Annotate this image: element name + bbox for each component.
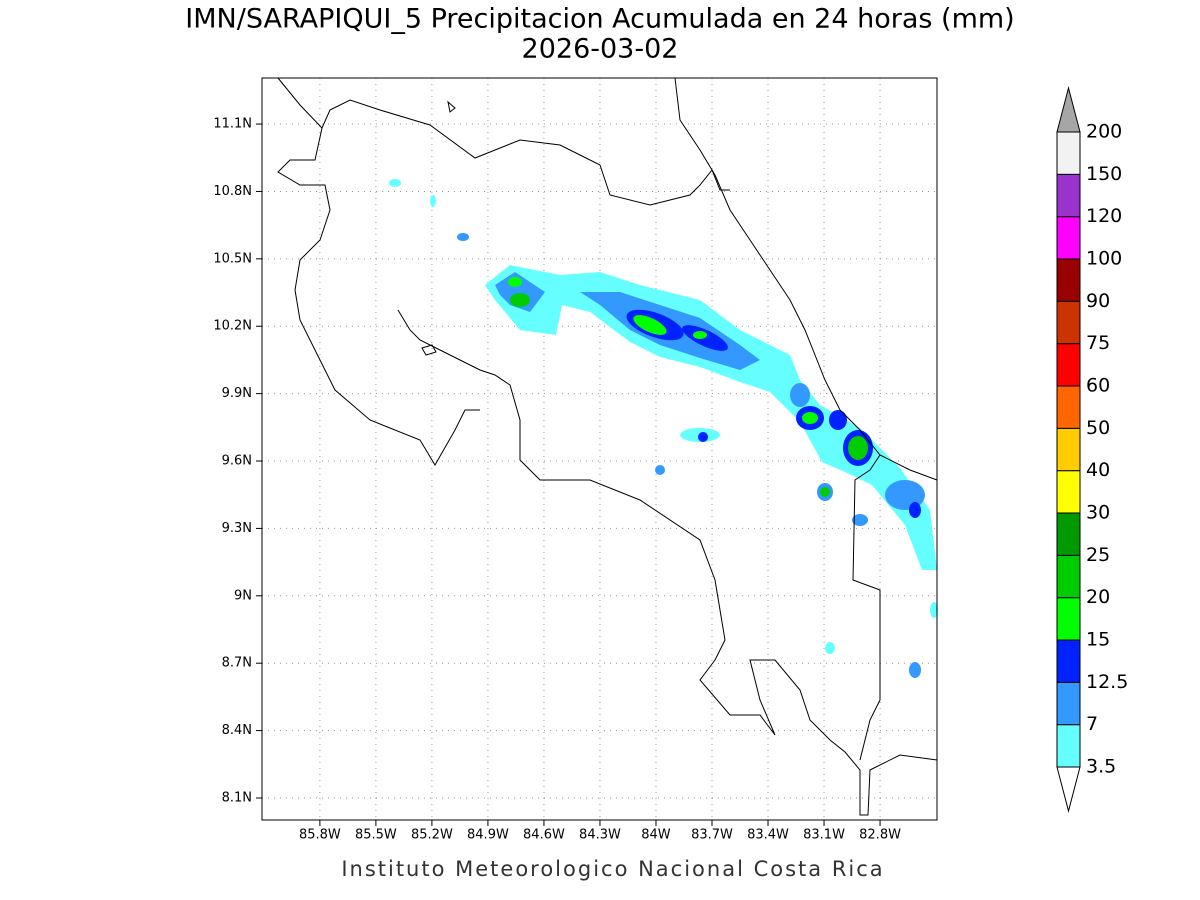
x-tick-label: 84.6W <box>523 828 565 843</box>
colorbar-box <box>1056 681 1081 726</box>
colorbar-box <box>1056 724 1081 768</box>
colorbar-label: 12.5 <box>1086 671 1128 693</box>
colorbar-label: 20 <box>1086 586 1110 608</box>
y-tick-label: 8.7N <box>222 656 252 671</box>
colorbar-box <box>1056 639 1081 683</box>
x-tick-label: 82.8W <box>859 828 901 843</box>
axes: 85.8W 85.5W 85.2W 84.9W 84.6W 84.3W 84W 83.7W 83… <box>213 117 901 843</box>
colorbar-label: 90 <box>1086 290 1110 312</box>
colorbar-label: 50 <box>1086 417 1110 439</box>
colorbar-box <box>1056 173 1081 218</box>
y-tick-label: 9N <box>234 588 252 603</box>
colorbar: 3.5 7 12.5 15 20 25 30 40 50 60 75 90 100 120 150 200 <box>1056 86 1128 813</box>
y-tick-label: 11.1N <box>213 117 252 132</box>
y-tick-label: 8.4N <box>222 723 252 738</box>
colorbar-box <box>1056 343 1081 387</box>
colorbar-label: 200 <box>1086 121 1122 143</box>
x-tick-label: 85.2W <box>411 828 453 843</box>
colorbar-box <box>1056 470 1081 514</box>
map-title: IMN/SARAPIQUI_5 Precipitacion Acumulada … <box>185 4 1014 35</box>
y-tick-label: 10.8N <box>213 184 252 199</box>
colorbar-box <box>1056 258 1081 302</box>
colorbar-box <box>1056 131 1081 175</box>
y-tick-label: 8.1N <box>222 790 252 805</box>
x-tick-label: 83.4W <box>747 828 789 843</box>
x-tick-label: 85.8W <box>299 828 341 843</box>
map-subtitle: 2026-03-02 <box>522 34 679 65</box>
colorbar-under <box>1056 766 1081 813</box>
colorbar-label: 30 <box>1086 502 1110 524</box>
colorbar-label: 25 <box>1086 544 1110 566</box>
x-tick-label: 85.5W <box>355 828 397 843</box>
x-tick-label: 84.9W <box>467 828 509 843</box>
colorbar-box <box>1056 597 1081 641</box>
colorbar-box <box>1056 385 1081 429</box>
x-tick-label: 84.3W <box>579 828 621 843</box>
precipitation <box>389 179 938 678</box>
colorbar-label: 15 <box>1086 629 1110 651</box>
colorbar-box <box>1056 300 1081 345</box>
colorbar-over <box>1056 86 1081 133</box>
colorbar-box <box>1056 512 1081 556</box>
x-tick-label: 83.7W <box>691 828 733 843</box>
y-tick-label: 10.5N <box>213 251 252 266</box>
colorbar-box <box>1056 427 1081 472</box>
y-tick-label: 10.2N <box>213 319 252 334</box>
colorbar-label: 3.5 <box>1086 756 1116 778</box>
coastlines <box>277 77 938 816</box>
colorbar-label: 100 <box>1086 248 1122 270</box>
colorbar-label: 40 <box>1086 459 1110 481</box>
y-tick-label: 9.9N <box>222 386 252 401</box>
y-tick-label: 9.6N <box>222 454 252 469</box>
colorbar-label: 150 <box>1086 163 1122 185</box>
colorbar-label: 7 <box>1086 713 1098 735</box>
footer: Instituto Meteorologico Nacional Costa R… <box>341 857 884 881</box>
y-tick-label: 9.3N <box>222 521 252 536</box>
colorbar-label: 60 <box>1086 375 1110 397</box>
colorbar-box <box>1056 216 1081 260</box>
x-tick-label: 84W <box>641 828 671 843</box>
x-tick-label: 83.1W <box>803 828 845 843</box>
colorbar-label: 120 <box>1086 205 1122 227</box>
colorbar-box <box>1056 554 1081 599</box>
colorbar-label: 75 <box>1086 332 1110 354</box>
